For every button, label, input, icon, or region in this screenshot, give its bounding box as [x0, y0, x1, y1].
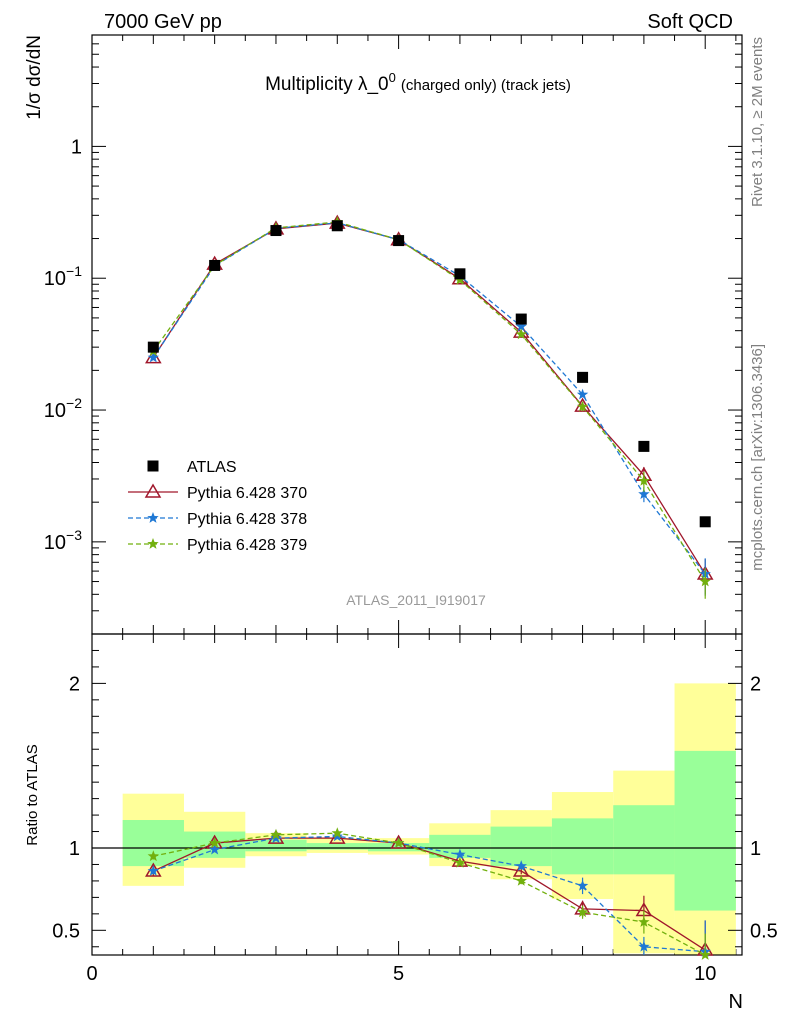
main-series-0-point	[270, 225, 282, 237]
ratio-series-1-point	[331, 830, 343, 842]
ratio-band-green	[613, 805, 675, 875]
ratio-band-green	[490, 826, 552, 867]
ratio-series-2-point	[699, 949, 711, 960]
ratio-y-tick-label: 1	[69, 838, 80, 860]
main-series-3-line	[152, 221, 706, 582]
main-series-0-point	[577, 371, 589, 383]
legend-marker	[144, 483, 162, 498]
ratio-y-axis-label: Ratio to ATLAS	[24, 744, 41, 845]
ratio-series-1-line	[153, 835, 706, 953]
ratio-series-2-point	[576, 906, 589, 918]
watermark-label: ATLAS_2011_I919017	[346, 592, 486, 608]
main-series-2-point	[515, 320, 527, 332]
ratio-band-green	[674, 750, 736, 911]
ratio-series-2-point	[454, 856, 466, 868]
y-tick-label: 10−1	[44, 263, 82, 290]
x-tick-label: 0	[86, 963, 97, 985]
main-series-0-point	[638, 440, 650, 452]
ratio-series-0-point	[451, 852, 469, 867]
x-axis-label: N	[729, 991, 743, 1013]
rivet-side-label: Rivet 3.1.10, ≥ 2M events	[749, 37, 766, 207]
ratio-series-1-point	[270, 832, 282, 843]
main-plot-panel: 1 10−1 10−2 10−3	[44, 34, 743, 955]
ratio-series-1-point	[576, 879, 589, 891]
ratio-series-0-line	[153, 837, 706, 951]
header-right-label: Soft QCD	[647, 11, 733, 33]
ratio-series-1-point	[147, 865, 159, 876]
legend-label: Pythia 6.428 378	[187, 511, 307, 528]
ratio-band-green	[367, 843, 430, 852]
ratio-plot-panel: 0 5 10 0.5 0.5 1 1 2 2	[52, 633, 778, 985]
x-tick-label: 5	[393, 963, 404, 985]
ratio-series-1-point	[208, 843, 221, 855]
main-series-0-point	[209, 259, 221, 271]
ratio-frame	[91, 633, 743, 956]
ratio-series-2-point	[638, 916, 650, 927]
legend-marker	[147, 538, 159, 549]
y-tick-label: 10−3	[44, 527, 82, 554]
chart-title-superscript: 0	[389, 70, 396, 85]
legend-marker	[147, 460, 159, 472]
ratio-series-2-point	[147, 850, 159, 862]
chart-title: Multiplicity λ_00 (charged only) (track j…	[265, 70, 571, 95]
ratio-y-tick-label-right: 1	[750, 838, 761, 860]
main-series-2-point	[576, 388, 589, 400]
legend-label: Pythia 6.428 370	[187, 485, 307, 502]
ratio-series-1-point	[454, 848, 466, 860]
main-series-0-point	[515, 313, 527, 325]
chart-title-suffix: (charged only) (track jets)	[401, 77, 571, 94]
main-series-3-point	[515, 328, 527, 340]
y-tick-label: 1	[71, 136, 82, 158]
header-left-label: 7000 GeV pp	[104, 11, 222, 33]
legend-label: ATLAS	[187, 459, 237, 476]
ratio-band-green	[245, 839, 307, 852]
x-tick-label: 10	[694, 963, 716, 985]
y-tick-label: 10−2	[44, 395, 82, 422]
legend: ATLAS Pythia 6.428 370 Pythia 6.428 378 Pyt…	[128, 459, 307, 554]
ratio-series-1-point	[638, 940, 650, 952]
main-series-0-point	[454, 268, 466, 280]
ratio-series-2-point	[208, 837, 221, 848]
ratio-series-2-point	[392, 837, 405, 848]
main-series-2-point	[147, 351, 159, 363]
legend-label: Pythia 6.428 379	[187, 537, 307, 554]
main-series-2-point	[638, 488, 650, 499]
main-series-3-point	[638, 474, 650, 486]
main-series-0-point	[331, 220, 343, 232]
ratio-series-2-point	[270, 828, 282, 840]
ratio-series-2-line	[153, 832, 706, 956]
main-series-0-point	[699, 516, 711, 528]
ratio-series-1-point	[515, 860, 527, 871]
ratio-band-green	[306, 843, 368, 850]
mcplots-side-label: mcplots.cern.ch [arXiv:1306.3436]	[749, 344, 766, 571]
main-series-3-point	[576, 400, 589, 412]
main-y-axis-label: 1/σ dσ/dN	[24, 35, 45, 120]
main-series-1-point	[512, 323, 530, 338]
ratio-y-tick-label: 0.5	[52, 920, 80, 942]
main-series-0-point	[393, 235, 405, 247]
main-series-3-point	[699, 575, 711, 587]
main-series-3-point	[454, 274, 466, 285]
ratio-series-2-point	[515, 874, 527, 886]
chart-title-main: Multiplicity λ_0	[265, 74, 389, 95]
main-series-0-point	[147, 341, 159, 353]
ratio-band-green	[551, 818, 614, 875]
ratio-series-2-point	[331, 827, 343, 838]
legend-marker	[147, 512, 159, 523]
ratio-y-tick-label-right: 2	[750, 673, 761, 695]
ratio-y-tick-label: 2	[69, 673, 80, 695]
ratio-y-tick-label-right: 0.5	[750, 920, 778, 942]
